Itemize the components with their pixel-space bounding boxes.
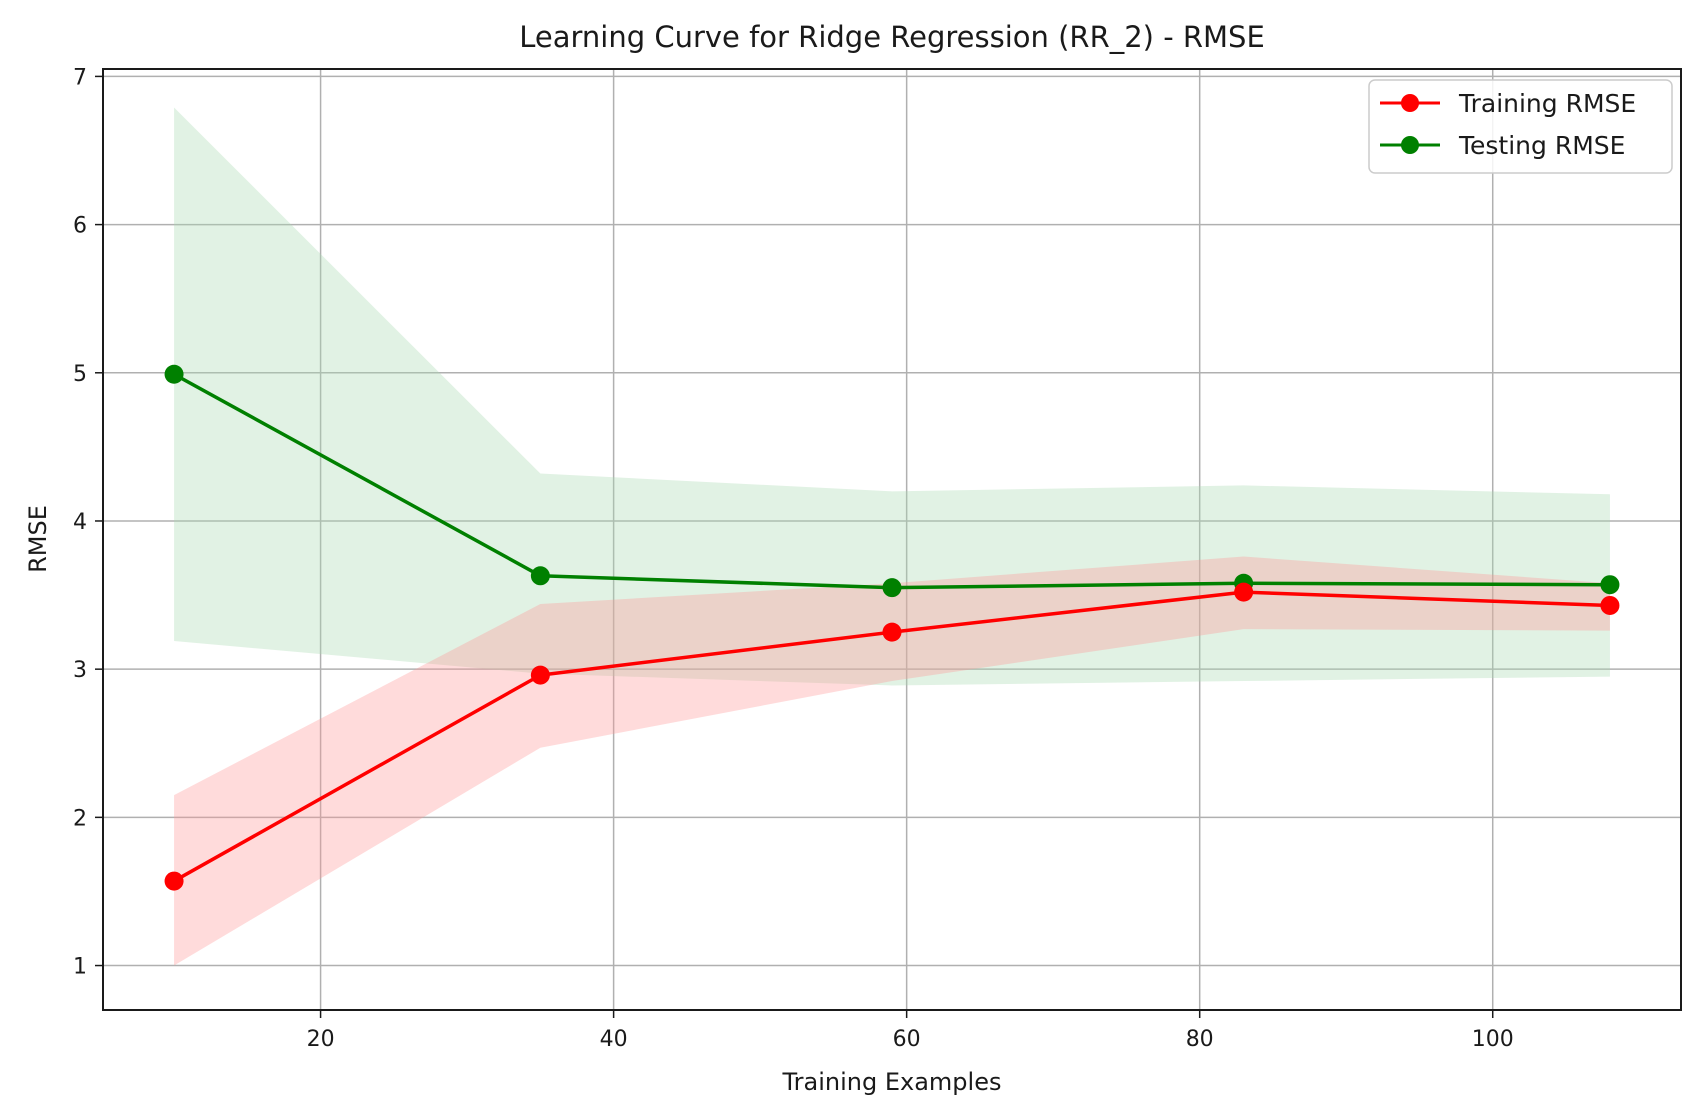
data-point-training xyxy=(882,622,902,642)
data-point-testing xyxy=(164,364,184,384)
data-point-training xyxy=(164,871,184,891)
plot-area-frame xyxy=(102,68,1682,1011)
legend-swatch-testing-marker xyxy=(1401,136,1419,154)
data-point-training xyxy=(530,665,550,685)
error-bands xyxy=(174,107,1610,966)
data-point-training xyxy=(1234,582,1254,602)
legend-entry-training: Training RMSE xyxy=(1380,89,1636,118)
x-tick-label: 100 xyxy=(1472,1027,1514,1052)
x-axis-title: Training Examples xyxy=(782,1068,1002,1096)
data-point-training xyxy=(1600,595,1620,615)
y-tick-label: 6 xyxy=(73,214,87,239)
legend-box xyxy=(1368,79,1673,174)
grid-lines xyxy=(103,69,1681,1010)
y-tick-label: 7 xyxy=(73,65,87,90)
axis-ticks: 20 40 60 80 100 1 2 3 4 5 6 7 xyxy=(73,65,1514,1052)
series-markers xyxy=(164,364,1620,891)
x-tick-label: 40 xyxy=(600,1027,628,1052)
y-tick-label: 2 xyxy=(73,806,87,831)
x-tick-label: 60 xyxy=(893,1027,921,1052)
chart-title: Learning Curve for Ridge Regression (RR_… xyxy=(519,20,1265,54)
legend-entry-testing: Testing RMSE xyxy=(1380,131,1625,160)
y-axis-title: RMSE xyxy=(24,505,52,573)
legend-swatch-training-marker xyxy=(1401,94,1419,112)
band-training xyxy=(174,556,1610,966)
x-tick-label: 20 xyxy=(307,1027,335,1052)
y-tick-label: 1 xyxy=(73,955,87,980)
legend-label-training: Training RMSE xyxy=(1458,89,1636,118)
y-tick-label: 4 xyxy=(73,510,87,535)
data-point-testing xyxy=(530,566,550,586)
legend-label-testing: Testing RMSE xyxy=(1458,131,1625,160)
data-point-testing xyxy=(882,578,902,598)
y-tick-label: 5 xyxy=(73,362,87,387)
x-tick-label: 80 xyxy=(1186,1027,1214,1052)
band-testing xyxy=(174,107,1610,686)
y-tick-label: 3 xyxy=(73,658,87,683)
legend: Training RMSE Testing RMSE xyxy=(1368,79,1673,174)
data-point-testing xyxy=(1600,575,1620,595)
